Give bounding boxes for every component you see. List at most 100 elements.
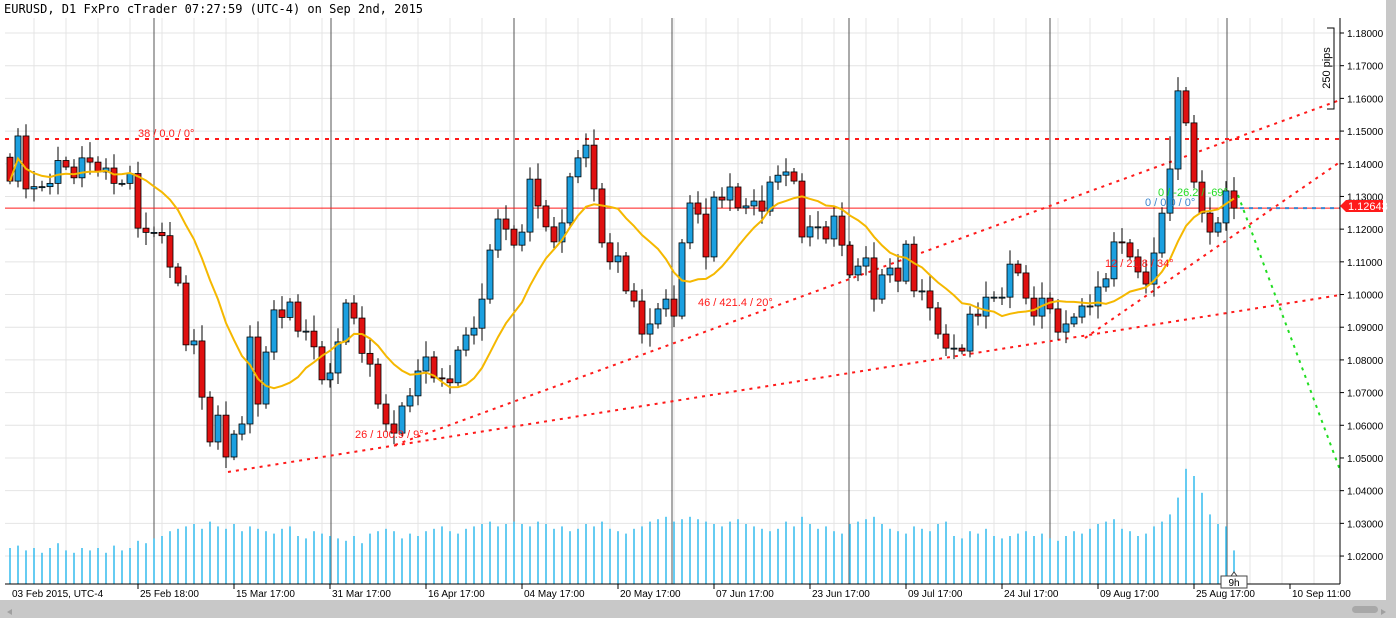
candle bbox=[574, 157, 582, 178]
vertical-scrollbar-track[interactable] bbox=[1386, 0, 1396, 618]
candle bbox=[46, 182, 54, 188]
x-tick-label: 10 Sep 11:00 bbox=[1292, 589, 1351, 600]
candle bbox=[750, 200, 758, 207]
candle bbox=[670, 298, 678, 317]
candle bbox=[30, 186, 38, 190]
x-tick-label: 23 Jun 17:00 bbox=[812, 589, 870, 600]
candle bbox=[1198, 181, 1206, 214]
candle bbox=[1014, 263, 1022, 274]
candle bbox=[918, 290, 926, 293]
candle bbox=[958, 347, 966, 352]
trendline-label: 0 / 0.0 / 0° bbox=[1145, 197, 1195, 209]
candle bbox=[390, 423, 398, 434]
scroll-right-icon[interactable] bbox=[1381, 609, 1386, 615]
y-tick-label: 1.05000 bbox=[1347, 454, 1384, 465]
candle bbox=[1006, 263, 1014, 298]
candle bbox=[1102, 278, 1110, 288]
candle bbox=[1118, 241, 1126, 244]
candle bbox=[254, 336, 262, 405]
pips-ruler-label: 250 pips bbox=[1321, 47, 1333, 89]
candle bbox=[438, 377, 446, 380]
candle bbox=[534, 178, 542, 207]
y-tick-label: 1.18000 bbox=[1347, 29, 1384, 40]
y-tick-label: 1.07000 bbox=[1347, 389, 1384, 400]
y-tick-label: 1.03000 bbox=[1347, 519, 1384, 530]
candle bbox=[926, 290, 934, 309]
trendline-label: 46 / 421.4 / 20° bbox=[698, 297, 773, 309]
candle bbox=[718, 196, 726, 201]
candle bbox=[686, 202, 694, 244]
candle bbox=[654, 308, 662, 325]
candle bbox=[694, 202, 702, 215]
candle bbox=[1078, 305, 1086, 318]
candle bbox=[510, 228, 518, 246]
candle bbox=[630, 290, 638, 302]
y-tick-label: 1.17000 bbox=[1347, 62, 1384, 73]
candle bbox=[278, 309, 286, 318]
candle bbox=[774, 174, 782, 183]
candle bbox=[326, 372, 334, 381]
candle bbox=[702, 213, 710, 258]
candle bbox=[398, 405, 406, 434]
candle bbox=[206, 396, 214, 443]
countdown-box: 9h bbox=[1220, 571, 1248, 589]
x-tick-label: 24 Jul 17:00 bbox=[1004, 589, 1059, 600]
candle bbox=[982, 296, 990, 317]
candle bbox=[814, 226, 822, 229]
candle bbox=[1070, 316, 1078, 325]
y-tick-label: 1.04000 bbox=[1347, 487, 1384, 498]
candle bbox=[262, 351, 270, 405]
candle bbox=[54, 160, 62, 184]
steep-trendline bbox=[1084, 161, 1341, 339]
candle bbox=[1214, 222, 1222, 233]
x-tick-label: 16 Apr 17:00 bbox=[428, 589, 485, 600]
horizontal-scrollbar-track[interactable] bbox=[0, 600, 1396, 618]
x-tick-label: 25 Feb 18:00 bbox=[140, 589, 199, 600]
candle bbox=[70, 166, 78, 179]
candle bbox=[230, 433, 238, 458]
candle bbox=[998, 296, 1006, 299]
y-tick-label: 1.13000 bbox=[1347, 192, 1384, 203]
candle bbox=[1126, 242, 1134, 258]
candle bbox=[1062, 323, 1070, 333]
candle bbox=[734, 186, 742, 209]
scroll-left-icon[interactable] bbox=[7, 609, 12, 615]
pips-ruler: 250 pips bbox=[1321, 27, 1335, 110]
candle bbox=[806, 226, 814, 238]
y-tick-label: 1.09000 bbox=[1347, 323, 1384, 334]
candle bbox=[126, 173, 134, 184]
y-tick-label: 1.06000 bbox=[1347, 421, 1384, 432]
candle bbox=[846, 244, 854, 276]
candle bbox=[942, 333, 950, 349]
candle bbox=[118, 182, 126, 185]
candle bbox=[990, 296, 998, 299]
y-tick-label: 1.12000 bbox=[1347, 225, 1384, 236]
candle bbox=[310, 330, 318, 348]
chart-title: EURUSD, D1 FxPro cTrader 07:27:59 (UTC-4… bbox=[4, 2, 424, 16]
x-tick-label: 09 Aug 17:00 bbox=[1100, 589, 1159, 600]
candle bbox=[318, 346, 326, 381]
candle bbox=[550, 226, 558, 243]
candle bbox=[518, 231, 526, 246]
candle bbox=[150, 232, 158, 234]
x-tick-label: 07 Jun 17:00 bbox=[716, 589, 774, 600]
candle bbox=[1134, 256, 1142, 273]
projection-line bbox=[1237, 194, 1341, 471]
candle bbox=[1158, 212, 1166, 254]
candle bbox=[646, 323, 654, 335]
candle bbox=[302, 330, 310, 333]
candle bbox=[486, 249, 494, 300]
candle bbox=[1166, 168, 1174, 214]
candle bbox=[1022, 272, 1030, 299]
candle bbox=[934, 307, 942, 335]
candle bbox=[158, 232, 166, 237]
candle bbox=[422, 356, 430, 372]
candle bbox=[406, 395, 414, 407]
scrollbar-thumb[interactable] bbox=[1352, 606, 1378, 613]
candle bbox=[270, 309, 278, 353]
candle bbox=[1054, 308, 1062, 333]
trendline-label: 0 / -26.2 / -69° bbox=[1158, 187, 1228, 199]
y-tick-label: 1.14000 bbox=[1347, 160, 1384, 171]
